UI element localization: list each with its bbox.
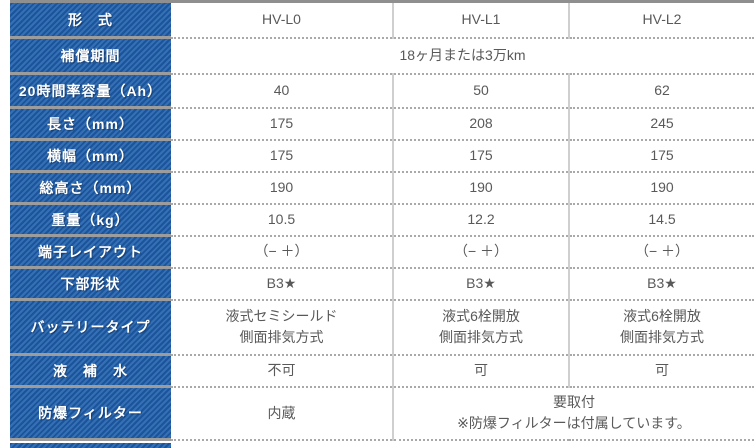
cell-length-hvl1: 208 [392,106,569,140]
cell-width-hvl1: 175 [392,138,569,172]
cell-terminal-hvl1: （− ＋） [392,234,569,268]
cell-length-hvl2: 245 [568,106,754,140]
table-row-weight: 重量（kg） 10.5 12.2 14.5 [10,202,754,236]
table-row-bottom-shape: 下部形状 B3★ B3★ B3★ [10,266,754,300]
cell-battery-type-hvl0: 液式セミシールド 側面排気方式 [171,298,393,355]
table-row-length: 長さ（mm） 175 208 245 [10,106,754,140]
row-header-bottom-shape: 下部形状 [10,266,171,300]
cell-filter-hvl1-hvl2: 要取付 ※防爆フィルターは付属しています。 [392,385,754,441]
row-header-terminal-layout: 端子レイアウト [10,234,171,268]
cell-bottom-shape-hvl2: B3★ [568,266,754,300]
cell-fluid-refill-hvl1: 可 [392,353,569,387]
cell-weight-hvl2: 14.5 [568,202,754,236]
cell-width-hvl0: 175 [171,138,393,172]
cell-battery-type-hvl1: 液式6栓開放 側面排気方式 [392,298,569,355]
row-header-height: 総高さ（mm） [10,170,171,204]
cell-bottom-shape-hvl1: B3★ [392,266,569,300]
table-row-model: 形 式 HV-L0 HV-L1 HV-L2 [10,0,754,38]
row-header-width: 横幅（mm） [10,138,171,172]
cell-battery-type-hvl2: 液式6栓開放 側面排気方式 [568,298,754,355]
row-header-fluid-refill: 液 補 水 [10,353,171,387]
table-row-width: 横幅（mm） 175 175 175 [10,138,754,172]
column-header-hvl0: HV-L0 [171,0,393,38]
battery-spec-table: 形 式 HV-L0 HV-L1 HV-L2 補償期間 18ヶ月または3万km 2… [10,0,754,441]
cell-filter-hvl0: 内蔵 [171,385,393,441]
table-row-capacity: 20時間率容量（Ah） 40 50 62 [10,72,754,108]
cell-fluid-refill-hvl2: 可 [568,353,754,387]
column-header-hvl1: HV-L1 [392,0,569,38]
cell-terminal-hvl0: （− ＋） [171,234,393,268]
cell-fluid-refill-hvl0: 不可 [171,353,393,387]
cell-height-hvl1: 190 [392,170,569,204]
row-header-weight: 重量（kg） [10,202,171,236]
column-header-hvl2: HV-L2 [568,0,754,38]
row-header-model: 形 式 [10,0,171,38]
cell-capacity-hvl2: 62 [568,72,754,108]
cell-capacity-hvl0: 40 [171,72,393,108]
table-row-battery-type: バッテリータイプ 液式セミシールド 側面排気方式 液式6栓開放 側面排気方式 液… [10,298,754,355]
table-row-fluid-refill: 液 補 水 不可 可 可 [10,353,754,387]
next-row-header-cutoff [10,443,171,448]
cell-height-hvl2: 190 [568,170,754,204]
row-header-battery-type: バッテリータイプ [10,298,171,355]
cell-bottom-shape-hvl0: B3★ [171,266,393,300]
cell-width-hvl2: 175 [568,138,754,172]
table-row-warranty: 補償期間 18ヶ月または3万km [10,36,754,74]
cell-capacity-hvl1: 50 [392,72,569,108]
row-header-explosion-proof-filter: 防爆フィルター [10,385,171,441]
cell-warranty-all: 18ヶ月または3万km [171,36,754,74]
cell-weight-hvl0: 10.5 [171,202,393,236]
cell-height-hvl0: 190 [171,170,393,204]
row-header-warranty: 補償期間 [10,36,171,74]
cell-terminal-hvl2: （− ＋） [568,234,754,268]
table-row-terminal-layout: 端子レイアウト （− ＋） （− ＋） （− ＋） [10,234,754,268]
cell-length-hvl0: 175 [171,106,393,140]
table-row-explosion-proof-filter: 防爆フィルター 内蔵 要取付 ※防爆フィルターは付属しています。 [10,385,754,441]
table-row-height: 総高さ（mm） 190 190 190 [10,170,754,204]
row-header-capacity: 20時間率容量（Ah） [10,72,171,108]
row-header-length: 長さ（mm） [10,106,171,140]
cell-weight-hvl1: 12.2 [392,202,569,236]
